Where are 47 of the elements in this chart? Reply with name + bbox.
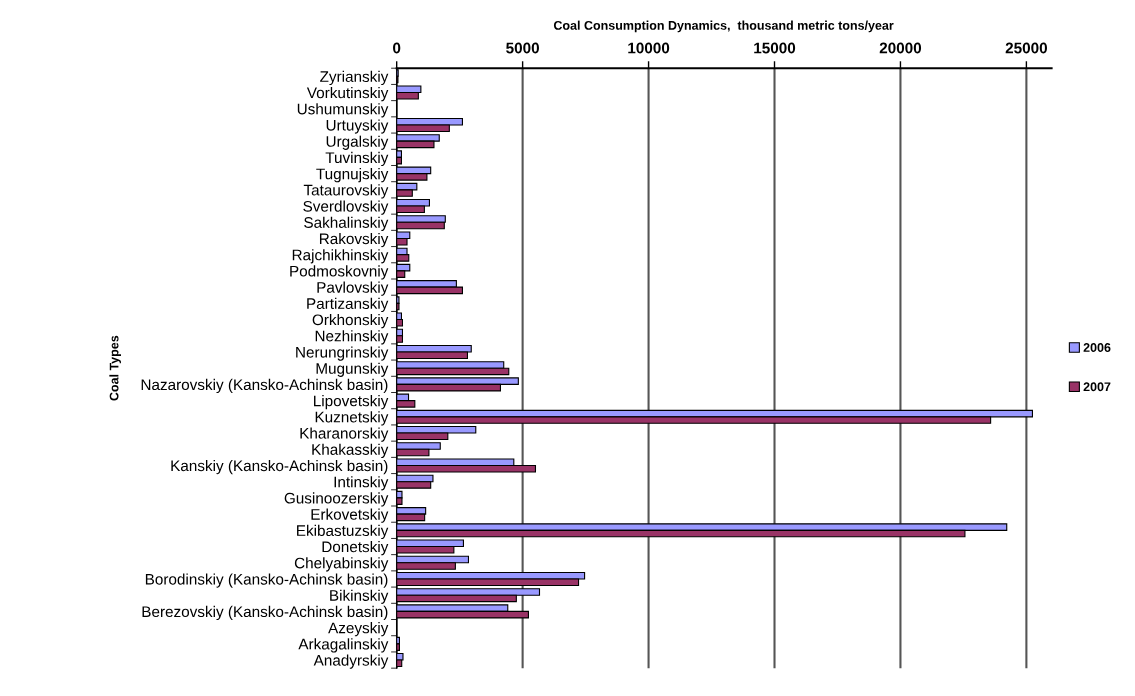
- x-tick-label: 0: [393, 42, 401, 54]
- y-tick-label: Orkhonskiy: [312, 314, 389, 329]
- y-tick-label: Tuvinskiy: [325, 151, 389, 167]
- y-tick-label: Podmoskovniy: [290, 265, 389, 280]
- y-tick-label: Vorkutinskiy: [306, 86, 389, 102]
- y-tick-label: Khakasskiy: [312, 443, 389, 458]
- x-tick-label: 20000: [879, 42, 922, 54]
- y-tick-label: Kuznetskiy: [315, 411, 389, 426]
- y-tick-label: Pavlovskiy: [317, 281, 389, 296]
- y-tick-label: Tataurovskiy: [303, 184, 389, 199]
- y-tick-label: Nazarovskiy (Kansko-Achinsk basin): [141, 378, 388, 394]
- y-tick-label: Rakovskiy: [319, 232, 389, 248]
- y-tick-label: Ekibastuzskiy: [297, 524, 389, 540]
- y-tick-label: Sverdlovskiy: [303, 200, 389, 215]
- x-tick-label: 15000: [754, 42, 796, 54]
- x-tick-label: 5000: [506, 42, 539, 54]
- y-tick-label: Urtuyskiy: [326, 119, 389, 134]
- y-tick-label: Tugnujskiy: [316, 168, 389, 183]
- y-tick-label: Sakhalinskiy: [304, 216, 389, 231]
- y-tick-label: Chelyabinskiy: [294, 557, 389, 572]
- y-tick-label: Kharanorskiy: [300, 427, 389, 442]
- y-tick-label: Intinskiy: [334, 476, 389, 491]
- legend-label: 2006: [1083, 343, 1111, 352]
- x-tick-label: 10000: [628, 42, 670, 54]
- y-tick-label: Gusinoozerskiy: [284, 492, 389, 507]
- y-tick-label: Anadyrskiy: [313, 654, 389, 669]
- y-tick-label: Mugunskiy: [316, 362, 389, 377]
- y-tick-label: Erkovetskiy: [311, 508, 389, 523]
- y-tick-label: Arkagalinskiy: [298, 638, 389, 653]
- y-tick-label: Urgalskiy: [326, 135, 389, 150]
- legend-label: 2007: [1083, 382, 1111, 392]
- y-tick-label: Lipovetskiy: [314, 395, 389, 410]
- y-tick-label: Berezovskiy (Kansko-Achinsk basin): [142, 605, 388, 621]
- y-tick-label: Nerungrinskiy: [296, 346, 389, 361]
- y-tick-label: Kanskiy (Kansko-Achinsk basin): [171, 459, 388, 475]
- chart-title: Coal Consumption Dynamics, thousand metric tons/year: [553, 20, 894, 33]
- y-axis-title: Coal Types: [109, 335, 121, 401]
- y-tick-label: Donetskiy: [322, 541, 389, 556]
- y-tick-label: Rajchikhinskiy: [292, 249, 389, 264]
- x-tick-label: 25000: [1005, 42, 1048, 54]
- y-tick-label: Nezhinskiy: [315, 330, 389, 345]
- y-tick-label: Bikinskiy: [330, 589, 389, 604]
- y-tick-label: Ushumunskiy: [297, 103, 389, 118]
- y-tick-label: Borodinskiy (Kansko-Achinsk basin): [145, 573, 388, 588]
- y-tick-label: Azeyskiy: [328, 622, 389, 637]
- y-tick-label: Partizanskiy: [307, 297, 389, 313]
- y-tick-label: Zyrianskiy: [320, 70, 389, 86]
